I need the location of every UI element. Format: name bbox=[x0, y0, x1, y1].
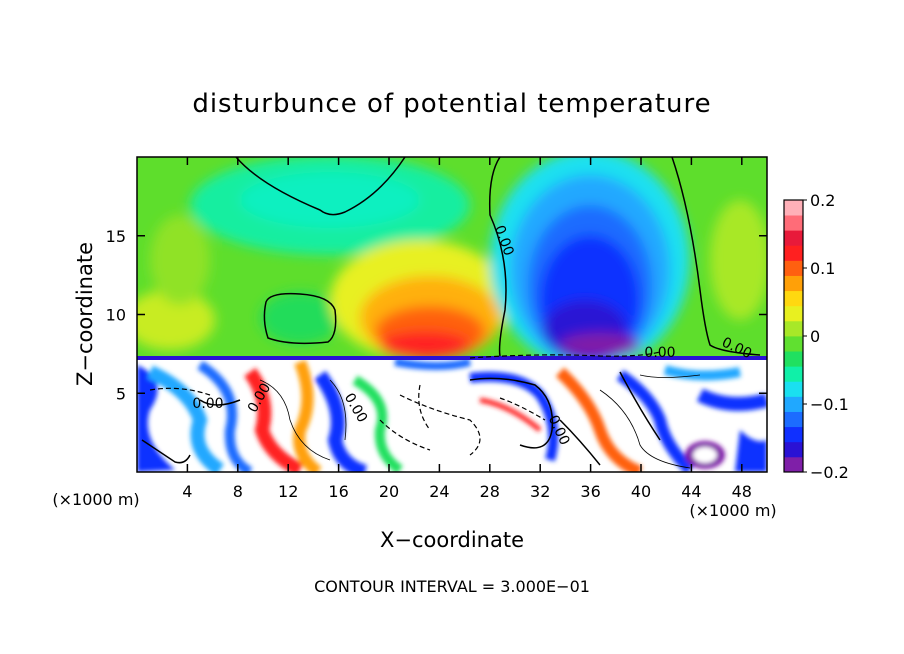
x-tick-label: 28 bbox=[480, 482, 500, 501]
contour-label: 0.00 bbox=[644, 345, 675, 361]
colorbar-swatch bbox=[784, 351, 803, 367]
y-tick-label: 10 bbox=[106, 306, 126, 325]
colorbar-swatch bbox=[784, 215, 803, 231]
colorbar-swatch bbox=[784, 200, 803, 216]
x-tick-label: 24 bbox=[429, 482, 449, 501]
x-tick-label: 44 bbox=[681, 482, 701, 501]
contour-interval-note: CONTOUR INTERVAL = 3.000E−01 bbox=[314, 577, 590, 596]
x-unit-label-left: (×1000 m) bbox=[52, 490, 139, 509]
colorbar-tick-label: 0.1 bbox=[810, 259, 835, 278]
x-tick-label: 40 bbox=[631, 482, 651, 501]
x-tick-label: 12 bbox=[278, 482, 298, 501]
x-tick-label: 4 bbox=[182, 482, 192, 501]
chart-title: disturbunce of potential temperature bbox=[192, 89, 711, 119]
colorbar-swatch bbox=[784, 381, 803, 397]
y-tick-label: 15 bbox=[106, 227, 126, 246]
heatmap-field bbox=[137, 157, 767, 472]
colorbar-swatch bbox=[784, 290, 803, 307]
x-tick-label: 36 bbox=[580, 482, 600, 501]
colorbar-swatch bbox=[784, 305, 803, 322]
x-tick-label: 8 bbox=[233, 482, 243, 501]
colorbar-swatch bbox=[784, 456, 803, 473]
colorbar-tick-label: −0.2 bbox=[810, 463, 849, 482]
colorbar-swatch bbox=[784, 426, 803, 443]
y-tick-label: 5 bbox=[116, 384, 126, 403]
colorbar-swatch bbox=[784, 366, 803, 382]
colorbar-tick-label: 0.2 bbox=[810, 191, 835, 210]
y-axis: 5 10 15 bbox=[106, 227, 767, 403]
colorbar-swatch bbox=[784, 396, 803, 412]
colorbar: 0.2 0.1 0 −0.1 −0.2 bbox=[783, 191, 849, 482]
colorbar-swatch bbox=[784, 441, 803, 458]
colorbar-tick-label: −0.1 bbox=[810, 395, 849, 414]
x-unit-label-right: (×1000 m) bbox=[689, 501, 776, 520]
x-tick-label: 32 bbox=[530, 482, 550, 501]
y-axis-label: Z−coordinate bbox=[73, 242, 97, 386]
colorbar-swatch bbox=[784, 411, 803, 428]
colorbar-swatch bbox=[784, 320, 803, 337]
x-tick-label: 48 bbox=[732, 482, 752, 501]
x-tick-label: 20 bbox=[379, 482, 399, 501]
colorbar-swatch bbox=[784, 230, 803, 246]
x-tick-label: 16 bbox=[328, 482, 348, 501]
colorbar-swatch bbox=[784, 275, 803, 292]
colorbar-swatch bbox=[784, 260, 803, 276]
x-axis-label: X−coordinate bbox=[380, 528, 524, 552]
colorbar-swatch bbox=[784, 336, 803, 352]
x-axis: 4 8 12 16 20 24 28 32 36 40 44 48 bbox=[182, 157, 752, 501]
colorbar-tick-label: 0 bbox=[810, 327, 820, 346]
colorbar-swatch bbox=[784, 245, 803, 261]
contour-label: 0.00 bbox=[192, 396, 223, 412]
